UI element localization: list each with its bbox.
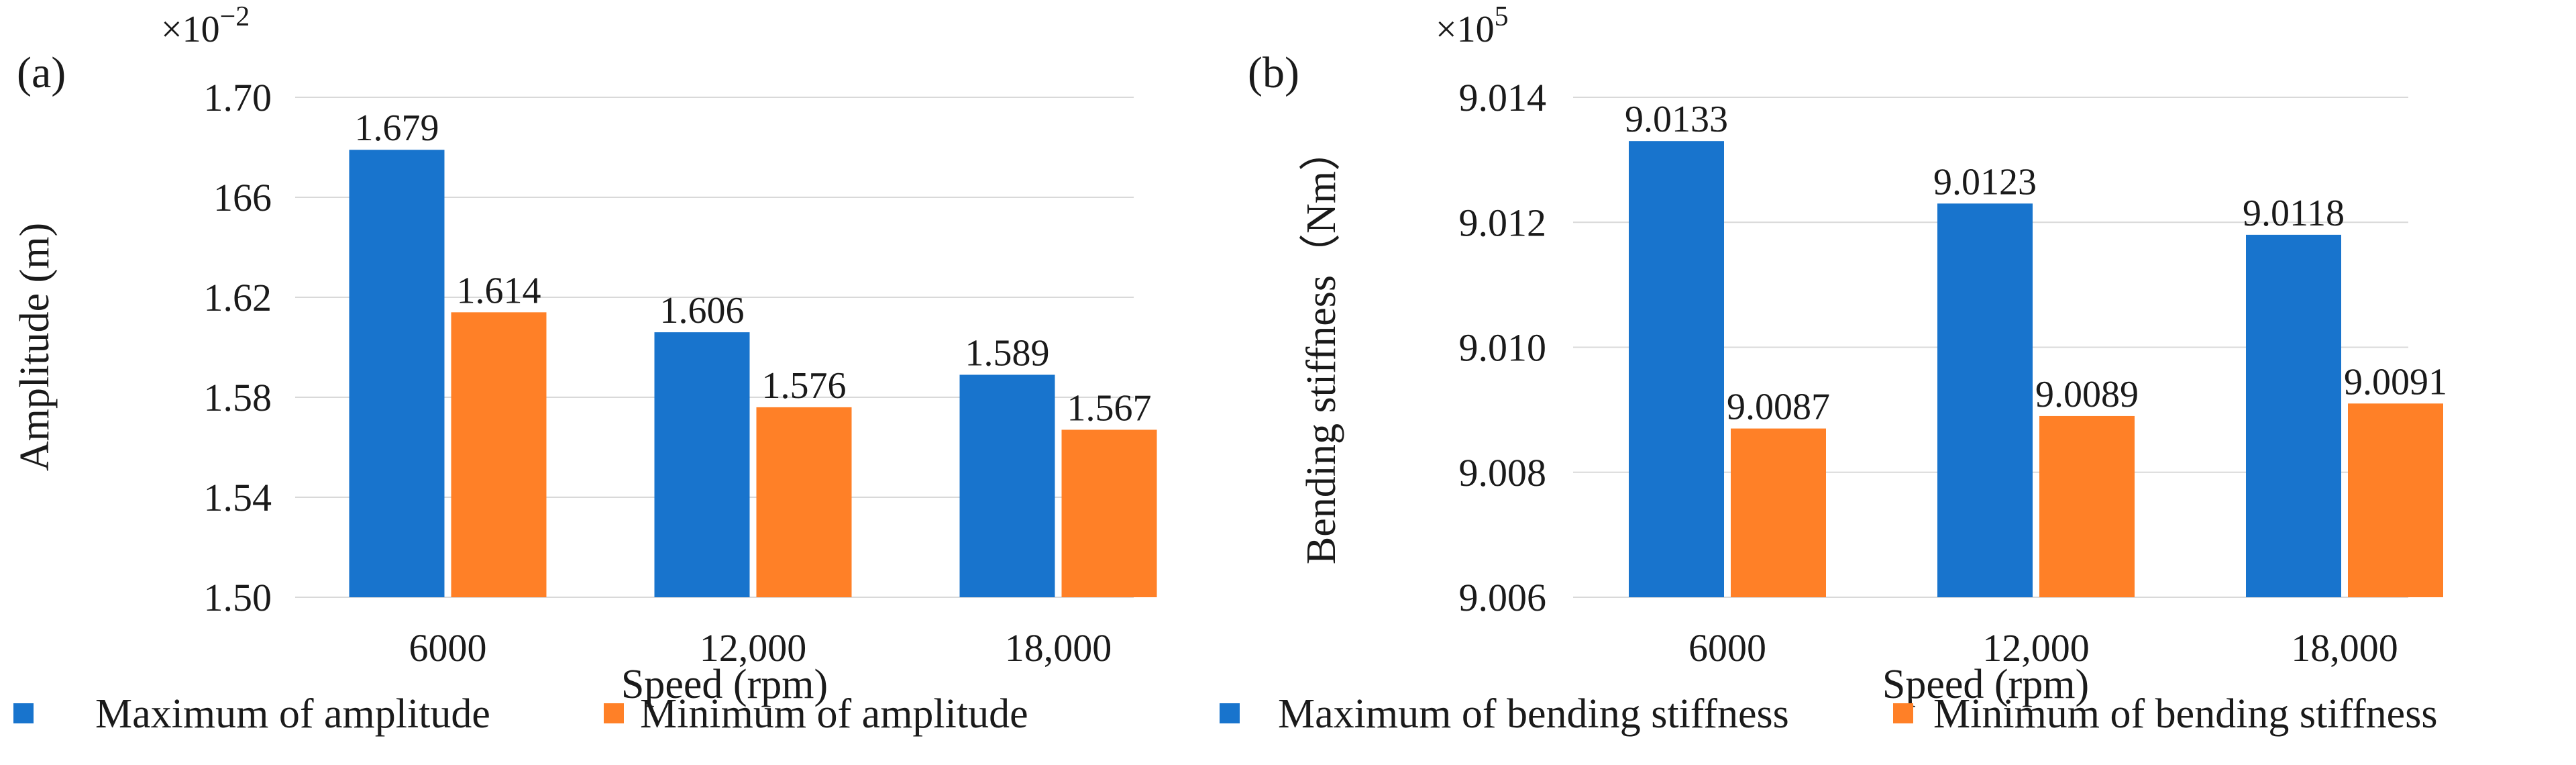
bar-min-0: [451, 312, 547, 597]
legend-swatch-min: [1893, 703, 1913, 723]
chart-panel-b: 9.006 9.008 9.010 9.012 9.014 9.0133 9.0087 600…: [1220, 1, 2447, 737]
y-tick-label: 166: [213, 176, 272, 219]
bar-min-1: [756, 407, 852, 597]
data-label: 9.0123: [1933, 161, 2037, 203]
data-label: 9.0133: [1625, 99, 1728, 140]
data-label: 1.606: [660, 290, 745, 332]
data-label: 9.0087: [1727, 387, 1830, 428]
legend-swatch-max: [1220, 703, 1240, 723]
bar-min-2: [1061, 429, 1157, 597]
x-tick-label: 12,000: [1982, 626, 2090, 670]
data-label: 9.0091: [2344, 361, 2447, 403]
data-label: 1.567: [1067, 387, 1152, 429]
bar-min-0: [1731, 428, 1826, 597]
x-tick-label: 18,000: [2291, 626, 2398, 670]
y-axis-label: Bending stiffness（Nm）: [1299, 130, 1344, 564]
x-tick-label: 12,000: [700, 626, 807, 670]
y-tick-label: 9.008: [1459, 451, 1547, 495]
y-multiplier-base: ×10: [161, 9, 220, 50]
y-tick-label: 1.62: [204, 276, 272, 319]
data-label: 1.614: [457, 270, 541, 311]
bar-min-1: [2039, 415, 2135, 597]
x-axis-label: Speed (rpm): [621, 662, 828, 707]
y-multiplier: ×105: [1436, 1, 1509, 50]
x-tick-label: 18,000: [1005, 626, 1112, 670]
x-tick-label: 6000: [409, 626, 487, 670]
panel-label: (a): [17, 48, 66, 97]
x-axis-label: Speed (rpm): [1882, 662, 2089, 707]
bar-max-0: [1629, 141, 1724, 597]
y-multiplier-base: ×10: [1436, 9, 1495, 50]
chart-panel-a: 1.50 1.54 1.58 1.62 166 1.70 1.679 1.614 6000 1.6…: [12, 1, 1157, 737]
data-label: 9.0089: [2035, 374, 2139, 415]
x-tick-label: 6000: [1688, 626, 1766, 670]
y-axis-label: Amplitude (m): [12, 223, 58, 471]
bar-max-2: [959, 374, 1055, 597]
y-tick-label: 9.014: [1459, 76, 1547, 119]
bar-max-1: [654, 332, 750, 597]
y-multiplier-exponent: 5: [1495, 1, 1509, 32]
legend-label: Minimum of bending stiffness: [1933, 691, 2437, 737]
y-tick-label: 9.012: [1459, 201, 1547, 244]
data-label: 1.679: [355, 107, 439, 149]
y-tick-label: 9.010: [1459, 326, 1547, 370]
data-label: 1.576: [762, 365, 847, 407]
legend: Maximum of amplitude Minimum of amplitude: [13, 691, 1028, 737]
y-tick-label: 1.50: [204, 576, 272, 619]
legend-swatch-max: [13, 703, 34, 723]
y-tick-label: 1.58: [204, 376, 272, 419]
legend-label: Minimum of amplitude: [640, 691, 1028, 737]
panel-label: (b): [1248, 48, 1299, 97]
y-tick-label: 1.54: [204, 476, 272, 519]
bar-max-0: [349, 150, 445, 598]
legend-swatch-min: [604, 703, 624, 723]
y-tick-label: 1.70: [204, 76, 272, 119]
y-multiplier-exponent: −2: [220, 1, 250, 32]
y-multiplier: ×10−2: [161, 1, 250, 50]
data-label: 1.589: [965, 332, 1050, 374]
legend-label: Maximum of bending stiffness: [1278, 691, 1789, 737]
bar-max-1: [1937, 203, 2033, 597]
legend-label: Maximum of amplitude: [95, 691, 490, 737]
bar-max-2: [2246, 234, 2341, 597]
legend: Maximum of bending stiffness Minimum of b…: [1220, 691, 2437, 737]
bar-min-2: [2348, 403, 2443, 597]
y-tick-label: 9.006: [1459, 576, 1547, 619]
data-label: 9.0118: [2243, 193, 2345, 234]
